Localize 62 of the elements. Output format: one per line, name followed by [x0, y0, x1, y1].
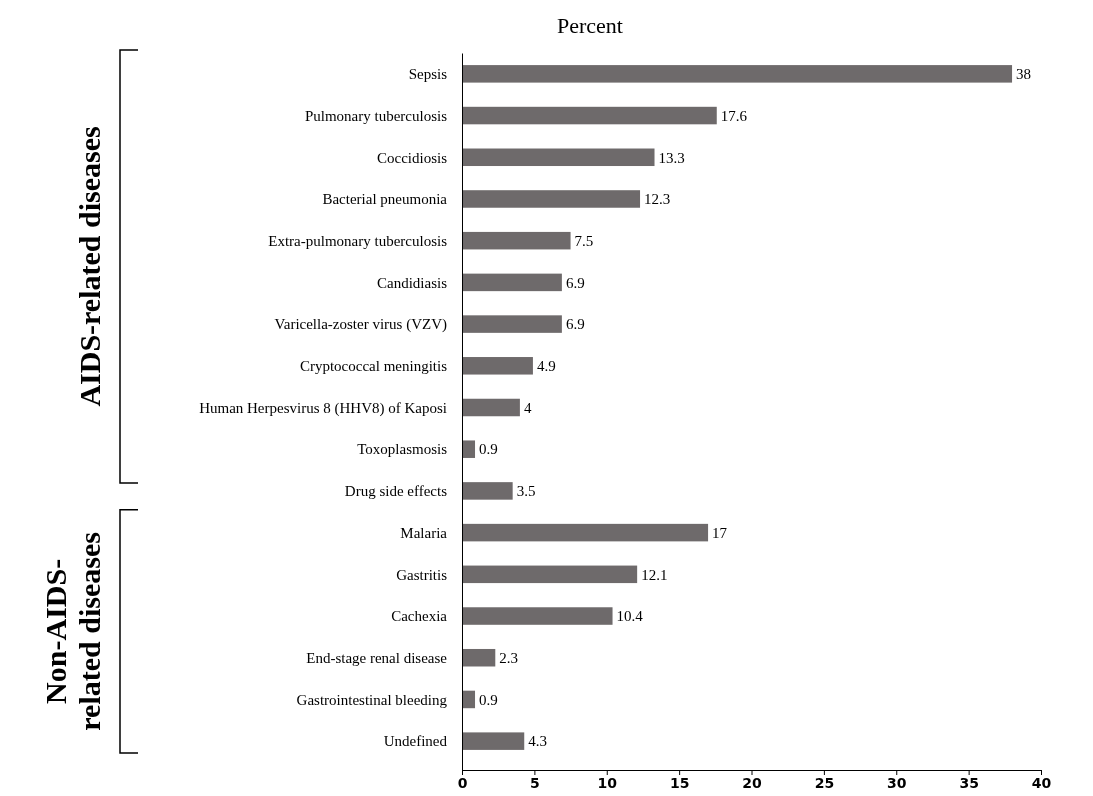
bar [462, 65, 1013, 83]
bar [462, 440, 476, 458]
bar [462, 273, 562, 292]
data-label: 10.4 [616, 608, 644, 625]
x-tick-label: 15 [669, 774, 690, 791]
y-tick-label: Drug side effects [344, 483, 448, 500]
y-tick-label: Undefined [383, 733, 448, 750]
bar [462, 315, 562, 333]
y-tick-label: Varicella-zoster virus (VZV) [274, 316, 447, 334]
bar [462, 148, 655, 167]
y-tick-label: Candidiasis [377, 274, 448, 291]
x-tick-label: 10 [597, 774, 618, 791]
data-label: 12.1 [641, 566, 668, 583]
x-tick-label: 40 [1031, 774, 1052, 791]
bar [462, 231, 571, 250]
bar [462, 190, 641, 208]
data-label: 7.5 [574, 232, 594, 249]
y-tick-label: Bacterial pneumonia [322, 191, 448, 208]
data-label: 12.3 [644, 191, 671, 208]
bar [462, 106, 717, 125]
x-tick-label: 25 [814, 774, 835, 791]
y-tick-label: Cryptococcal meningitis [299, 358, 448, 375]
data-label: 2.3 [499, 649, 519, 666]
bar [462, 732, 525, 750]
data-label: 38 [1016, 66, 1032, 83]
y-tick-label: Human Herpesvirus 8 (HHV8) of Kaposi [199, 399, 447, 417]
data-label: 4 [523, 399, 532, 416]
data-label: 0.9 [479, 691, 498, 708]
x-tick-label: 30 [887, 774, 907, 791]
y-tick-label: Gastritis [396, 566, 448, 583]
y-tick-label: Extra-pulmonary tuberculosis [268, 232, 448, 249]
y-tick-label: Coccidiosis [377, 149, 448, 166]
y-tick-label: Pulmonary tuberculosis [304, 107, 448, 124]
y-tick-label: End-stage renal disease [306, 649, 448, 666]
data-label: 13.3 [658, 149, 685, 166]
text: AIDS-related diseases [73, 126, 106, 407]
bar [462, 398, 520, 417]
data-label: 6.9 [565, 316, 585, 333]
data-label: 6.9 [565, 274, 585, 291]
chart-title: Percent [557, 13, 623, 38]
y-tick-label: Sepsis [408, 66, 448, 83]
x-tick-label: 20 [742, 774, 762, 791]
data-label: 4.9 [536, 358, 556, 375]
y-tick-label: Gastrointestinal bleeding [296, 691, 448, 708]
data-label: 3.5 [516, 483, 536, 500]
bar [462, 648, 496, 667]
data-label: 4.3 [528, 733, 547, 750]
x-tick-label: 35 [959, 774, 979, 791]
x-tick-label: 5 [530, 774, 540, 791]
bar [462, 523, 709, 542]
y-tick-label: Toxoplasmosis [357, 441, 448, 458]
y-tick-label: Malaria [400, 524, 448, 541]
bar [462, 482, 513, 500]
y-tick-label: Cachexia [391, 608, 448, 625]
data-label: 17 [712, 524, 728, 541]
bar [462, 357, 533, 375]
bar [462, 607, 613, 625]
data-label: 17.6 [720, 107, 748, 124]
x-tick-label: 0 [457, 774, 468, 791]
text: Non-AIDS-related diseases [39, 532, 106, 731]
bar [462, 565, 638, 584]
data-label: 0.9 [479, 441, 498, 458]
